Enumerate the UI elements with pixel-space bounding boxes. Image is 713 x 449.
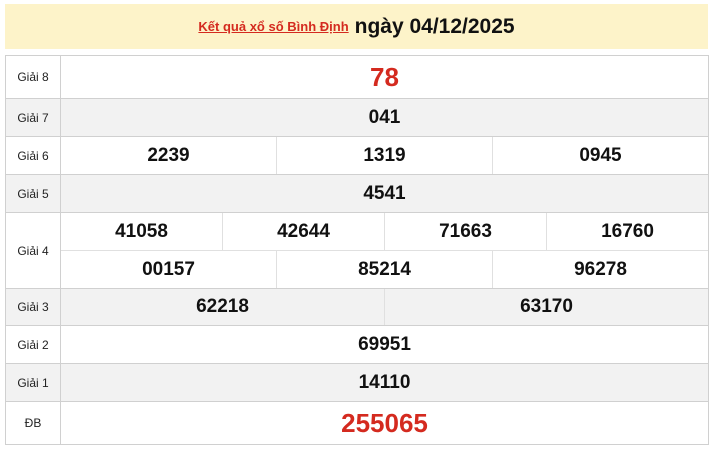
results-table: Giải 8 78 Giải 7 041 Giải 6 2239 1319 0945 Giải … — [5, 55, 709, 445]
prize-number: 16760 — [546, 213, 708, 250]
prize-number: 71663 — [384, 213, 546, 250]
prize-number: 1319 — [276, 137, 492, 174]
prize-number: 78 — [370, 61, 399, 92]
prize-number: 041 — [368, 106, 401, 128]
prize-row: Giải 2 69951 — [6, 326, 708, 364]
prize-label: Giải 4 — [6, 213, 61, 288]
prize-number: 00157 — [142, 258, 195, 280]
prize-number: 85214 — [276, 251, 492, 288]
prize-number: 2239 — [147, 144, 190, 166]
prize-label: ĐB — [6, 402, 61, 444]
draw-date: ngày 04/12/2025 — [354, 14, 515, 38]
prize-number: 255065 — [341, 407, 428, 438]
prize-label: Giải 2 — [6, 326, 61, 363]
results-title-link[interactable]: Kết quả xổ số Bình Định — [198, 19, 349, 34]
prize-label: Giải 7 — [6, 99, 61, 136]
prize-number: 62218 — [196, 296, 249, 317]
prize-row: Giải 1 14110 — [6, 364, 708, 402]
prize-label: Giải 5 — [6, 175, 61, 212]
prize-number: 63170 — [384, 289, 708, 325]
prize-number: 0945 — [492, 137, 708, 174]
prize-number: 42644 — [222, 213, 384, 250]
prize-row: ĐB 255065 — [6, 402, 708, 445]
prize-number: 69951 — [358, 333, 411, 355]
prize-label: Giải 8 — [6, 56, 61, 98]
prize-row: Giải 8 78 — [6, 56, 708, 99]
prize-row: Giải 3 62218 63170 — [6, 289, 708, 326]
prize-label: Giải 3 — [6, 289, 61, 325]
prize-number: 41058 — [115, 220, 168, 242]
prize-row: Giải 4 41058 42644 71663 16760 00157 85214 9627… — [6, 213, 708, 289]
results-header: Kết quả xổ số Bình Định ngày 04/12/2025 — [5, 4, 708, 49]
prize-number: 96278 — [492, 251, 708, 288]
prize-number: 4541 — [363, 182, 406, 204]
prize-row: Giải 6 2239 1319 0945 — [6, 137, 708, 175]
prize-label: Giải 1 — [6, 364, 61, 401]
prize-row: Giải 5 4541 — [6, 175, 708, 213]
prize-label: Giải 6 — [6, 137, 61, 174]
prize-number: 14110 — [358, 371, 411, 393]
prize-row: Giải 7 041 — [6, 99, 708, 137]
